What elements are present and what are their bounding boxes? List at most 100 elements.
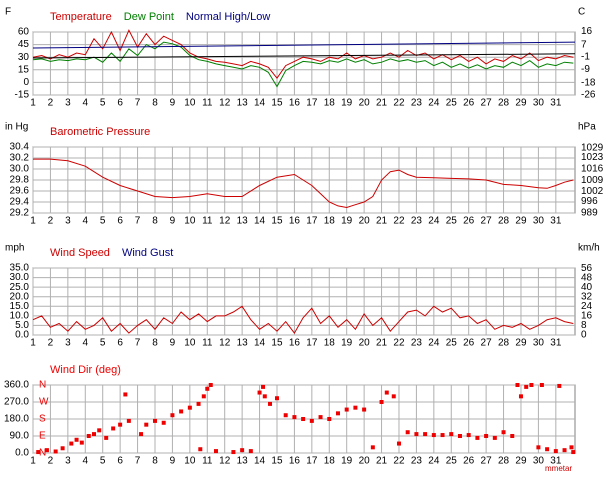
x-tick-label: 28 [498,456,510,467]
point [492,435,497,440]
series-line [32,41,576,49]
point [69,441,74,446]
point [353,405,358,410]
x-tick-label: 13 [237,338,249,349]
x-tick-label: 23 [411,216,423,227]
x-tick-label: 1 [30,216,36,227]
point [414,432,419,437]
point [139,432,144,437]
point [53,449,58,454]
x-tick-label: 1 [30,98,36,109]
y-tick-label: 15.0 [10,301,30,312]
point [379,400,384,404]
x-tick-label: 31 [550,456,562,467]
x-tick-label: 1 [30,338,36,349]
x-tick-label: 18 [324,456,336,467]
x-tick-label: 11 [202,338,213,349]
point [466,433,471,438]
x-tick-label: 12 [219,98,231,109]
y-tick-label: 30.0 [10,164,30,175]
x-tick-label: 22 [393,338,405,349]
x-tick-label: 26 [463,338,475,349]
x-tick-label: 14 [254,456,266,467]
y-tick-label: 360.0 [4,380,29,391]
x-tick-label: 19 [341,456,353,467]
y-tick-label: 0.0 [15,330,29,341]
x-tick-label: 17 [306,338,318,349]
x-tick-label: 5 [100,98,106,109]
y-tick-label: 29.4 [10,197,30,208]
y2-tick-label: 16 [581,311,593,322]
x-tick-label: 20 [359,98,371,109]
point [318,415,323,420]
x-tick-label: 27 [481,98,493,109]
point [431,433,436,438]
x-tick-label: 5 [100,338,106,349]
point [335,411,340,416]
x-tick-label: 22 [393,456,405,467]
x-tick-label: 11 [202,216,213,227]
x-tick-label: 21 [376,338,388,349]
x-tick-label: 9 [170,216,176,227]
x-tick-label: 26 [463,98,475,109]
x-tick-label: 25 [446,456,458,467]
y2-tick-label: -18 [581,77,596,88]
x-tick-label: 11 [202,456,213,467]
x-tick-label: 29 [515,456,527,467]
x-tick-label: 29 [515,98,527,109]
y2-tick-label: 1009 [581,175,604,186]
y-tick-label: 10.0 [10,310,30,321]
y-tick-label: -15 [15,90,30,101]
legend-entry: Normal High/Low [186,11,270,23]
point [74,437,79,442]
point [524,384,529,389]
y2-tick-label: 989 [581,207,598,218]
x-tick-label: 16 [289,338,301,349]
x-tick-label: 19 [341,216,353,227]
x-tick-label: 7 [135,98,141,109]
x-tick-label: 14 [254,338,266,349]
x-tick-label: 23 [411,338,423,349]
point [396,441,401,446]
x-tick-label: 4 [83,456,89,467]
x-tick-label: 28 [498,338,510,349]
x-tick-label: 6 [117,338,123,349]
x-tick-label: 4 [83,338,89,349]
y2-tick-label: -9 [581,64,590,75]
y2-tick-label: 1016 [581,164,604,175]
x-tick-label: 3 [65,456,71,467]
x-tick-label: 31 [550,98,562,109]
x-tick-label: 15 [271,98,283,109]
y-tick-label: 29.6 [10,186,30,197]
legend-entry: Wind Dir (deg) [50,364,121,376]
compass-label: E [39,431,46,442]
x-tick-label: 9 [170,456,176,467]
point [484,434,489,438]
x-tick-label: 1 [30,456,36,467]
x-tick-label: 24 [428,98,440,109]
x-tick-label: 8 [152,98,158,109]
y-axis-label: in Hg [5,122,28,133]
x-tick-label: 24 [428,216,440,227]
x-tick-label: 12 [219,216,231,227]
x-tick-label: 18 [324,338,336,349]
point [213,449,218,454]
y-tick-label: 15 [18,64,30,75]
x-tick-label: 27 [481,216,493,227]
compass-label: N [39,380,46,391]
point [557,383,562,388]
footer: mmetar [545,464,572,473]
y-tick-label: 0.0 [15,448,29,459]
x-tick-label: 30 [533,98,545,109]
y-tick-label: 45 [18,39,30,50]
point [529,383,534,387]
point [457,434,462,438]
compass-label: S [39,414,46,425]
point [196,401,201,406]
y-tick-label: 30 [18,52,30,63]
point [208,383,213,387]
x-tick-label: 15 [271,456,283,467]
x-tick-label: 19 [341,98,353,109]
point [248,449,253,454]
